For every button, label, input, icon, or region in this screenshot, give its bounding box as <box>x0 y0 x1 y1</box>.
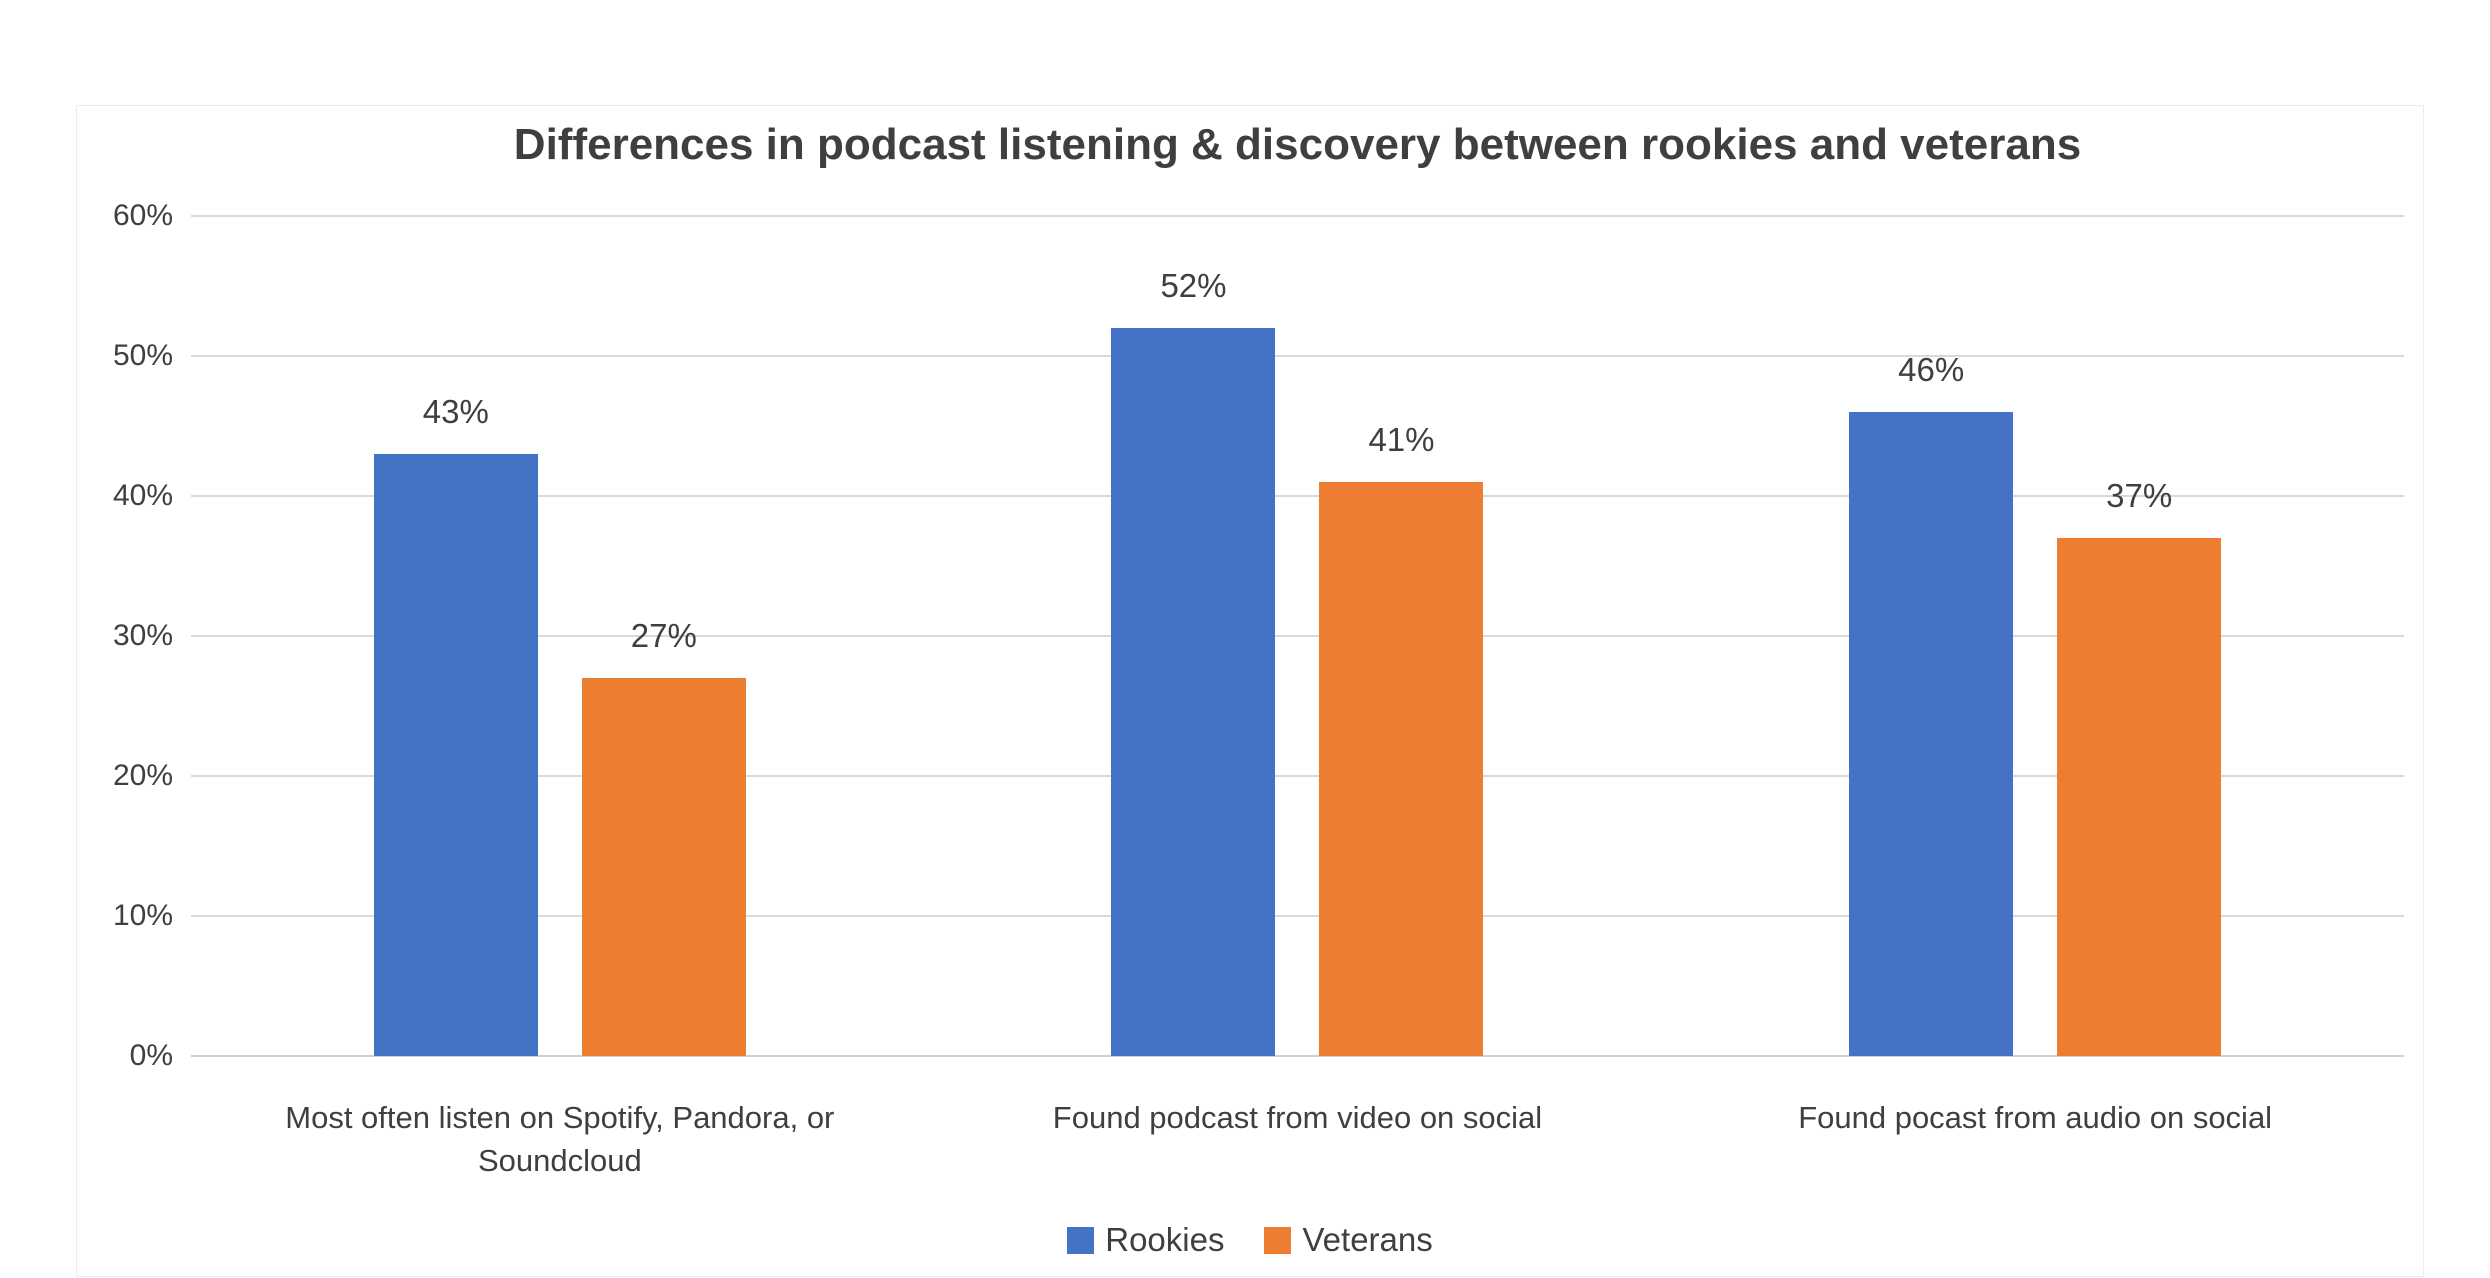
chart-title: Differences in podcast listening & disco… <box>513 120 2082 169</box>
bar-veterans: 27% <box>581 617 746 1056</box>
gridline <box>191 635 2404 637</box>
gridline <box>191 915 2404 917</box>
bar-value-label: 37% <box>2106 477 2173 514</box>
y-tick-label: 30% <box>112 619 173 652</box>
legend-label: Rookies <box>1105 1221 1225 1258</box>
legend-swatch-veterans <box>1264 1226 1292 1254</box>
y-tick-label: 50% <box>112 339 173 372</box>
bar-group: 52% 41% <box>929 216 1667 1056</box>
gridline <box>191 495 2404 497</box>
bar-value-label: 52% <box>1160 267 1227 304</box>
category-label: Found pocast from audio on social <box>1798 1100 2273 1135</box>
gridline <box>191 215 2404 217</box>
gridline <box>191 1055 2404 1057</box>
bar-rookies: 46% <box>1849 351 2014 1056</box>
chart-container: Differences in podcast listening & disco… <box>76 105 2424 1277</box>
gridline <box>191 775 2404 777</box>
gridline <box>191 355 2404 357</box>
y-axis: 60% 50% 40% 30% 20% 10% 0% <box>77 106 173 1278</box>
bar-group: 43% 27% <box>191 216 929 1056</box>
y-tick-label: 60% <box>112 199 173 232</box>
bar-value-label: 43% <box>422 393 489 430</box>
legend: Rookies Veterans <box>77 1221 2423 1259</box>
bar-value-label: 27% <box>630 617 697 654</box>
legend-item-rookies: Rookies <box>1067 1221 1224 1259</box>
bar-veterans: 41% <box>1319 421 1484 1056</box>
plot-area: 43% 27% 52% 41% 46% 37% <box>191 215 2404 1057</box>
bar-veterans: 37% <box>2057 477 2222 1056</box>
y-tick-label: 40% <box>112 479 173 512</box>
category-cell: Found podcast from video on social <box>929 1096 1667 1182</box>
category-cell: Most often listen on Spotify, Pandora, o… <box>191 1096 929 1182</box>
bar-value-label: 41% <box>1368 421 1435 458</box>
category-label: Found podcast from video on social <box>1052 1100 1543 1135</box>
category-cell: Found pocast from audio on social <box>1666 1096 2404 1182</box>
category-label: Most often listen on Spotify, Pandora, o… <box>285 1100 835 1178</box>
legend-label: Veterans <box>1302 1221 1433 1258</box>
legend-swatch-rookies <box>1067 1226 1095 1254</box>
x-axis: Most often listen on Spotify, Pandora, o… <box>191 1096 2404 1182</box>
bar-group: 46% 37% <box>1666 216 2404 1056</box>
bar-rookies: 52% <box>1111 267 1276 1056</box>
legend-item-veterans: Veterans <box>1264 1221 1433 1259</box>
y-tick-label: 10% <box>112 899 173 932</box>
y-tick-label: 20% <box>112 759 173 792</box>
bar-rookies: 43% <box>373 393 538 1056</box>
y-tick-label: 0% <box>129 1039 173 1072</box>
bar-value-label: 46% <box>1898 351 1965 388</box>
